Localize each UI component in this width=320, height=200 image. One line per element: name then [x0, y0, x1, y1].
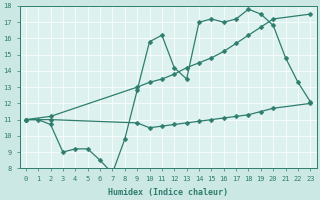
X-axis label: Humidex (Indice chaleur): Humidex (Indice chaleur)	[108, 188, 228, 197]
